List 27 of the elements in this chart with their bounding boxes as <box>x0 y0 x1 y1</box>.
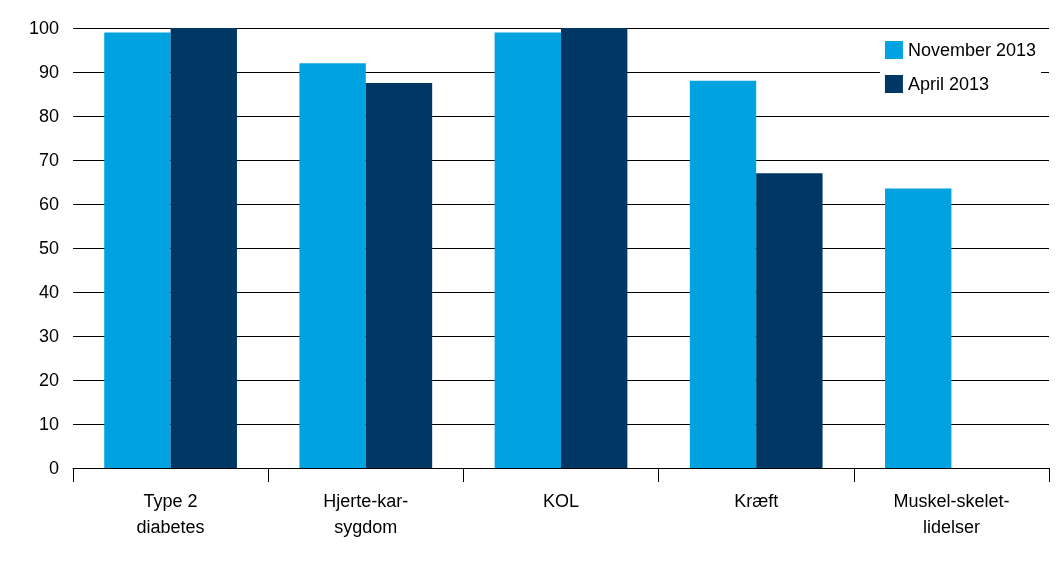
y-tick-label: 10 <box>38 414 59 434</box>
y-tick-label: 40 <box>38 282 59 302</box>
y-tick-label: 30 <box>38 326 59 346</box>
x-tick-label: Hjerte-kar- sygdom <box>323 491 409 537</box>
bar <box>170 28 237 468</box>
y-tick-label: 0 <box>48 458 59 478</box>
x-tick-label: Kræft <box>734 491 779 511</box>
y-tick-label: 60 <box>38 194 59 214</box>
x-tick-label: KOL <box>542 491 580 511</box>
bar <box>885 188 952 468</box>
bar <box>104 32 171 468</box>
legend-label: April 2013 <box>907 74 989 94</box>
bar <box>494 32 561 468</box>
bar <box>561 28 628 468</box>
bar <box>756 173 823 468</box>
x-tick-label: Muskel-skelet- lidelser <box>893 491 1010 537</box>
bar <box>299 63 366 468</box>
bar <box>689 80 757 468</box>
y-tick-label: 100 <box>28 18 59 38</box>
bar <box>365 83 433 468</box>
legend-label: November 2013 <box>907 40 1036 60</box>
y-tick-label: 90 <box>38 62 59 82</box>
x-tick-label: Type 2 diabetes <box>136 491 205 537</box>
y-tick-label: 50 <box>38 238 59 258</box>
y-tick-label: 80 <box>38 106 59 126</box>
y-tick-label: 70 <box>38 150 59 170</box>
y-tick-label: 20 <box>38 370 59 390</box>
